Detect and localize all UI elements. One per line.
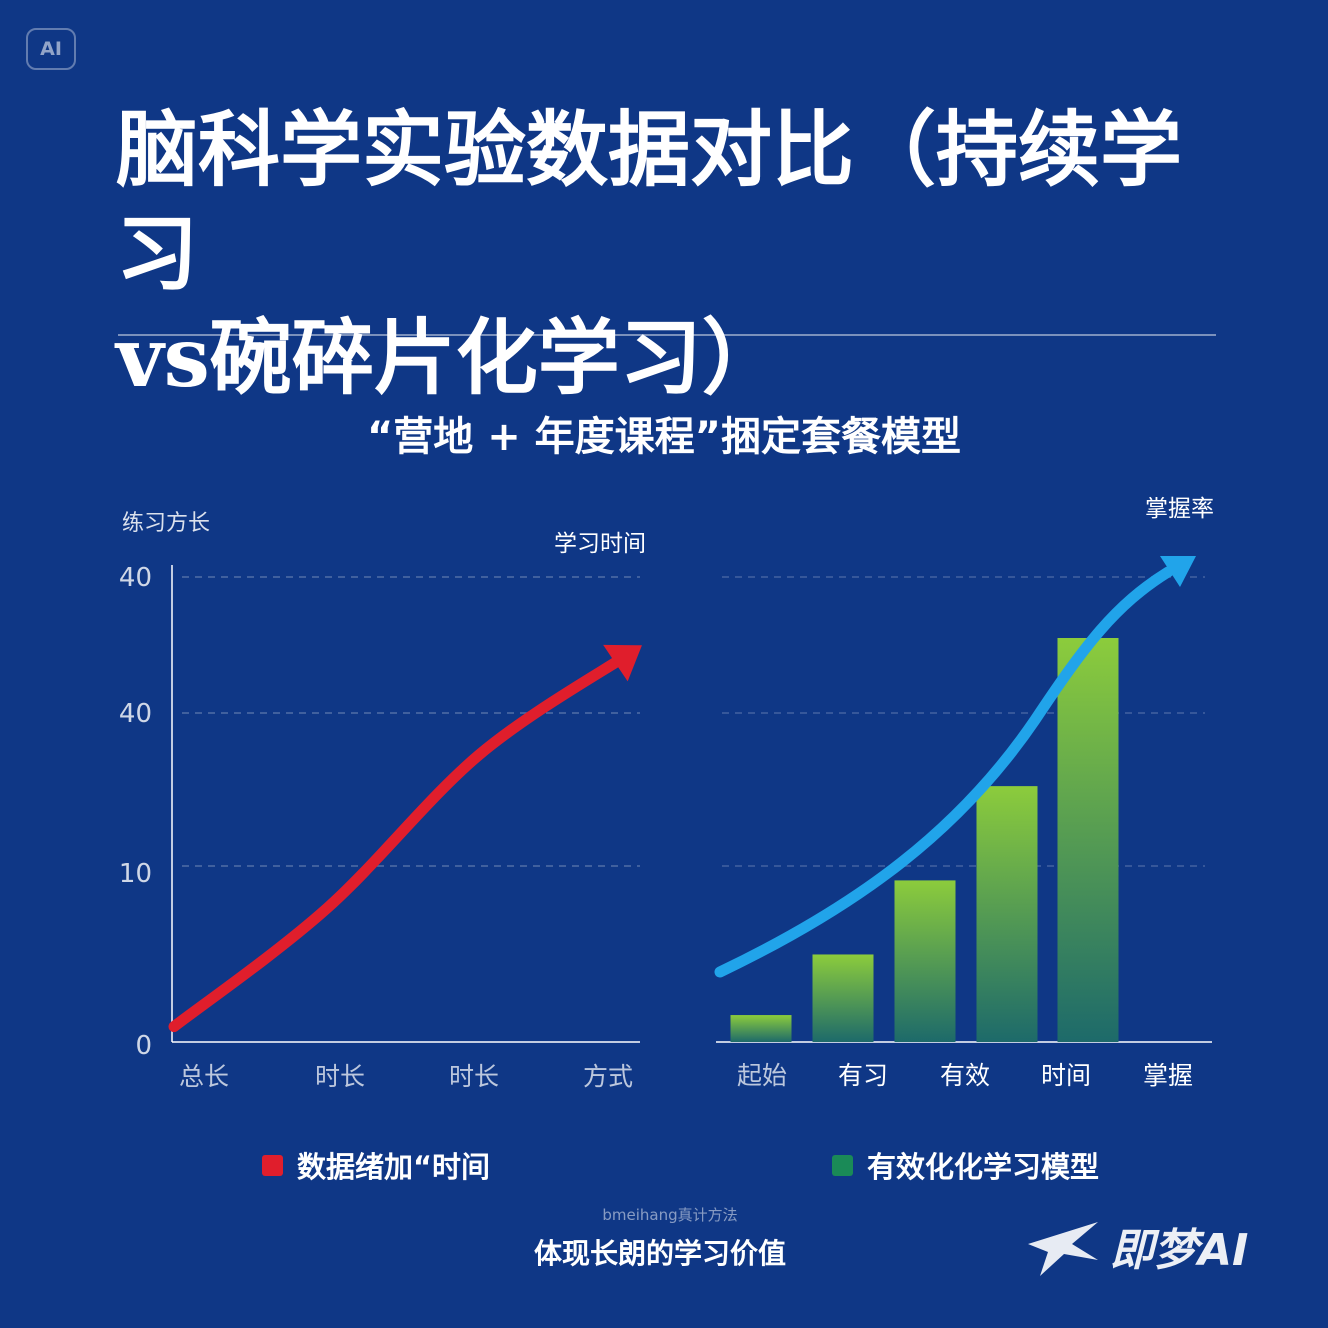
legend-left-swatch <box>262 1154 283 1176</box>
right-bar <box>812 954 874 1042</box>
ai-badge: AI <box>26 28 76 70</box>
chart-subtitle: “营地 + 年度课程”捆定套餐模型 <box>367 414 961 460</box>
right-annotation: 掌握率 <box>1145 496 1214 522</box>
right-bar <box>976 786 1038 1042</box>
right-x-tick-label: 时间 <box>1041 1061 1091 1090</box>
brand-name: 即梦AI <box>1110 1225 1249 1276</box>
footnote: bmeihang真计方法 <box>602 1206 738 1224</box>
left-x-tick-label: 总长 <box>179 1062 229 1091</box>
left-series-line <box>168 646 638 1033</box>
legend-left: 数据绪加“时间 <box>262 1144 490 1186</box>
left-y-tick-label: 40 <box>119 699 152 729</box>
title-line-2: vs碗碎片化学习） <box>116 310 784 406</box>
right-x-tick-label: 有效 <box>940 1061 990 1090</box>
right-x-tick-label: 有习 <box>838 1061 888 1090</box>
legend-right: 有效化化学习模型 <box>832 1144 1099 1186</box>
title-divider <box>118 334 1216 336</box>
right-bar <box>730 1015 792 1042</box>
right-x-tick-label: 起始 <box>737 1061 787 1090</box>
left-annotation: 学习时间 <box>554 531 646 557</box>
right-bar <box>894 880 956 1042</box>
left-y-tick-label: 0 <box>135 1031 152 1061</box>
caption: 体现长朗的学习价值 <box>533 1237 786 1270</box>
right-trend-arrow <box>714 566 1174 978</box>
brand-logo: 即梦AI <box>1024 1214 1248 1278</box>
left-series-arrowhead <box>603 644 642 682</box>
right-bar <box>1057 638 1119 1042</box>
right-x-tick-label: 掌握 <box>1143 1061 1193 1090</box>
title-line-1: 脑科学实验数据对比（持续学习 <box>116 102 1183 302</box>
brand-bird-icon <box>1028 1222 1098 1276</box>
left-axis-title: 练习方长 <box>122 511 210 536</box>
left-x-tick-label: 方式 <box>583 1062 633 1091</box>
left-y-tick-label: 10 <box>119 859 152 889</box>
left-x-tick-label: 时长 <box>315 1062 365 1091</box>
left-x-tick-label: 时长 <box>449 1062 499 1091</box>
right-trend-arrowhead <box>1160 556 1196 587</box>
legend-right-swatch <box>832 1154 853 1176</box>
left-y-tick-label: 40 <box>119 563 152 593</box>
page-title: 脑科学实验数据对比（持续学习 vs碗碎片化学习） <box>116 98 1236 410</box>
legend-left-label: 数据绪加“时间 <box>297 1150 491 1184</box>
legend-right-label: 有效化化学习模型 <box>867 1150 1100 1184</box>
